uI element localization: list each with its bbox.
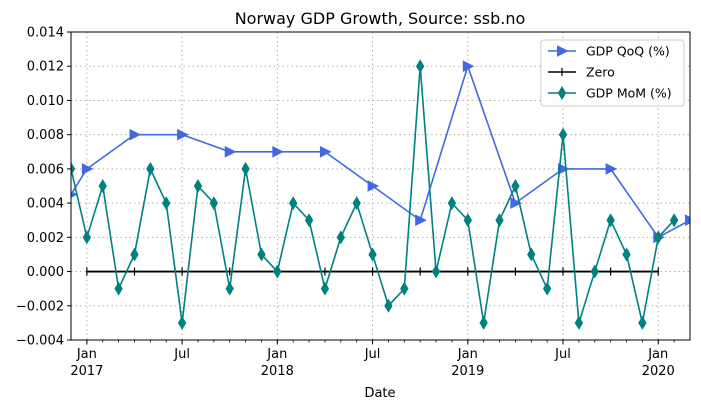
data-point xyxy=(273,264,282,279)
data-point xyxy=(654,230,663,245)
data-point xyxy=(319,145,332,158)
data-point xyxy=(224,145,237,158)
data-point xyxy=(352,196,361,211)
data-point xyxy=(542,281,552,296)
series-zero xyxy=(86,267,659,276)
legend-box xyxy=(540,39,685,107)
legend-swatch-marker xyxy=(557,86,567,100)
data-point xyxy=(336,230,346,245)
x-tick-label: Jan xyxy=(266,347,287,362)
data-point xyxy=(81,163,94,175)
legend-label: GDP MoM (%) xyxy=(586,86,672,101)
x-tick-year-label: 2017 xyxy=(70,364,103,379)
data-point xyxy=(447,196,457,211)
legend-entry: GDP MoM (%) xyxy=(548,86,672,101)
data-point xyxy=(558,127,568,142)
data-point xyxy=(367,180,380,192)
data-point xyxy=(257,247,266,262)
series-gdp-qoq xyxy=(71,60,690,244)
data-point xyxy=(400,281,409,296)
x-tick-label: Jul xyxy=(554,347,571,362)
x-axis: Jan 2017 Jul Jan 2018 Jul Jan 2019 Jul Jan 2020 xyxy=(70,340,675,379)
legend-label: GDP QoQ (%) xyxy=(586,44,670,59)
data-point xyxy=(605,163,618,175)
series-layer xyxy=(71,59,690,330)
data-point xyxy=(177,315,187,330)
data-point xyxy=(510,197,523,209)
data-point xyxy=(574,315,584,330)
y-tick-label: −0.002 xyxy=(16,299,64,314)
x-tick-label: Jan xyxy=(647,347,668,362)
data-point xyxy=(558,163,570,175)
y-tick-label: 0.008 xyxy=(27,128,64,143)
data-point xyxy=(685,214,690,227)
data-point xyxy=(177,128,189,141)
data-point xyxy=(225,281,234,296)
data-point xyxy=(511,179,520,193)
data-point xyxy=(129,128,142,141)
data-point xyxy=(146,161,155,176)
data-point xyxy=(320,281,330,296)
x-tick-label: Jul xyxy=(173,347,190,362)
x-tick-year-label: 2020 xyxy=(642,364,675,379)
legend-label: Zero xyxy=(586,65,615,80)
y-tick-label: 0.004 xyxy=(27,197,64,212)
x-tick-year-label: 2019 xyxy=(451,364,484,379)
plot-frame xyxy=(70,31,691,341)
y-tick-label: 0.010 xyxy=(27,94,64,109)
data-point xyxy=(463,213,472,228)
data-point xyxy=(431,264,441,279)
data-point xyxy=(289,196,298,211)
legend-entry: GDP QoQ (%) xyxy=(548,44,670,59)
y-axis: −0.004 −0.002 0.000 0.002 0.004 0.006 0.008 0.0… xyxy=(16,26,71,349)
data-point xyxy=(462,60,475,73)
data-point xyxy=(606,213,615,228)
data-point xyxy=(193,179,203,193)
y-tick-label: −0.004 xyxy=(16,334,64,349)
legend-swatch-marker xyxy=(557,45,569,57)
data-point xyxy=(415,214,427,227)
data-point xyxy=(272,145,284,158)
y-tick-label: 0.014 xyxy=(27,26,64,41)
y-tick-label: 0.012 xyxy=(27,60,64,75)
data-point xyxy=(527,247,536,262)
chart-title: Norway GDP Growth, Source: ssb.no xyxy=(235,9,526,28)
legend: GDP QoQ (%) Zero GDP MoM (%) xyxy=(540,39,685,107)
x-tick-year-label: 2018 xyxy=(261,364,294,379)
series-gdp-mom xyxy=(71,59,679,330)
data-point xyxy=(495,213,504,228)
x-axis-label: Date xyxy=(364,386,395,401)
data-point xyxy=(304,213,314,228)
data-point xyxy=(130,247,139,262)
y-tick-label: 0.000 xyxy=(27,265,64,280)
y-tick-label: 0.006 xyxy=(27,162,64,177)
x-tick-label: Jan xyxy=(76,347,97,362)
data-point xyxy=(415,59,425,74)
data-point xyxy=(241,161,250,176)
data-point xyxy=(114,281,123,296)
data-point xyxy=(622,247,631,262)
data-point xyxy=(669,213,679,228)
x-tick-label: Jul xyxy=(364,347,381,362)
data-point xyxy=(82,230,92,245)
data-point xyxy=(590,264,599,279)
y-tick-label: 0.002 xyxy=(27,231,64,246)
data-point xyxy=(479,315,488,330)
x-tick-label: Jan xyxy=(457,347,478,362)
data-point xyxy=(98,179,107,193)
data-point xyxy=(162,196,171,211)
legend-entry: Zero xyxy=(548,65,615,80)
data-point xyxy=(368,247,377,262)
data-point xyxy=(384,298,393,313)
data-point xyxy=(71,161,76,176)
data-point xyxy=(209,196,219,211)
data-point xyxy=(638,315,647,330)
